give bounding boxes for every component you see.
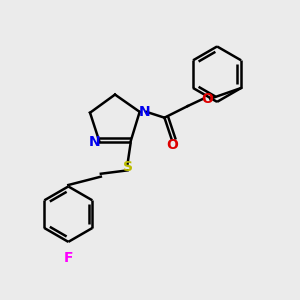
Text: S: S xyxy=(122,160,133,174)
Text: N: N xyxy=(139,105,150,119)
Text: F: F xyxy=(64,250,73,265)
Text: O: O xyxy=(201,92,213,106)
Text: O: O xyxy=(166,138,178,152)
Text: N: N xyxy=(89,135,101,149)
